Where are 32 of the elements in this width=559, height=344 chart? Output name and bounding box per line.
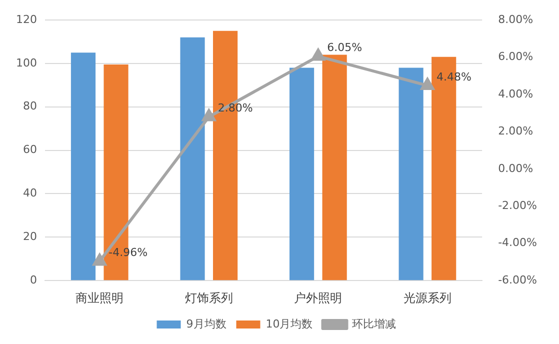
y-tick-label: 20: [22, 230, 37, 244]
y2-tick-label: 2.00%: [498, 124, 534, 138]
point: [311, 48, 325, 61]
y-tick-label: 0: [30, 273, 37, 286]
point: [202, 109, 216, 122]
x-tick-label: 灯饰系列: [184, 290, 233, 305]
bar: [322, 54, 347, 280]
data-label: 6.05%: [327, 41, 362, 54]
y-tick-label: 60: [22, 143, 37, 156]
y2-tick-label: -6.00%: [498, 273, 538, 286]
bar: [70, 52, 96, 280]
bar: [289, 68, 314, 280]
legend-label: 10月均数: [266, 317, 313, 330]
y-tick-label: 120: [16, 12, 37, 26]
y-tick-label: 40: [22, 186, 37, 200]
y2-tick-label: 0.00%: [498, 162, 534, 175]
x-tick-label: 商业照明: [76, 290, 124, 305]
y2-tick-label: 4.00%: [498, 87, 534, 100]
legend-label: 环比增减: [352, 317, 396, 330]
y-tick-label: 80: [22, 100, 37, 113]
bar: [398, 68, 424, 280]
y2-tick-label: 8.00%: [498, 12, 534, 26]
x-tick-label: 户外照明: [294, 290, 342, 305]
y2-tick-label: 6.00%: [498, 50, 534, 64]
y2-tick-label: -2.00%: [498, 199, 538, 212]
legend-label: 9月均数: [186, 317, 226, 330]
x-tick-label: 光源系列: [403, 290, 452, 305]
y-tick-label: 100: [16, 56, 37, 70]
point: [92, 254, 106, 266]
point: [420, 78, 434, 90]
y2-tick-label: -4.00%: [498, 236, 538, 250]
bar: [180, 37, 205, 280]
